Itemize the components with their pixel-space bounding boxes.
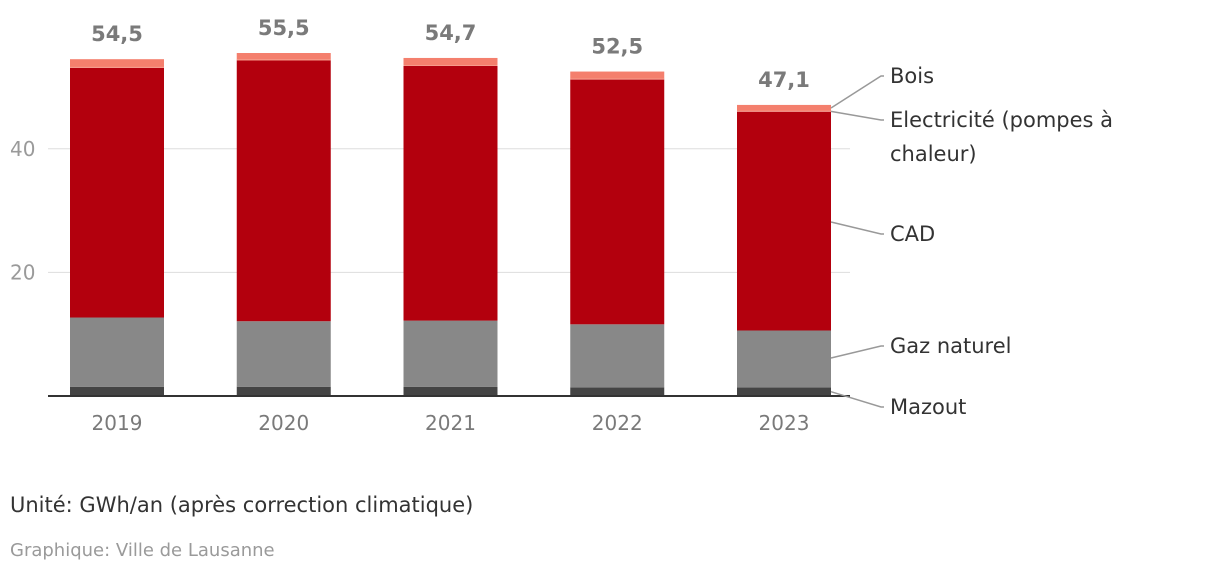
bar-segment-2022-0 — [570, 387, 665, 396]
x-tick-label: 2020 — [258, 411, 309, 435]
bar-segment-2021-0 — [403, 386, 498, 396]
x-tick-label: 2019 — [92, 411, 143, 435]
bar-segment-2021-4 — [403, 57, 498, 66]
bar-segment-2020-0 — [236, 386, 331, 396]
bar-segment-2019-1 — [70, 317, 164, 387]
bar-segment-2019-4 — [70, 59, 164, 68]
bar-segment-2020-4 — [236, 53, 331, 60]
total-label: 54,7 — [425, 21, 477, 45]
source-note: Graphique: Ville de Lausanne — [10, 540, 275, 561]
x-axis-ticks: 2019 2020 2021 2022 2023 — [92, 411, 810, 435]
bars — [70, 53, 831, 396]
bar-segment-2023-4 — [737, 104, 831, 112]
legend-leader-line — [830, 221, 884, 235]
legend-label: Bois — [890, 64, 934, 88]
total-label: 54,5 — [91, 22, 143, 46]
bar-segment-2021-1 — [403, 320, 498, 387]
total-label: 52,5 — [591, 35, 643, 59]
total-label: 47,1 — [758, 68, 810, 92]
bar-segment-2020-2 — [236, 60, 331, 322]
bar-segment-2020-1 — [236, 321, 331, 387]
legend-leader-line — [830, 390, 884, 408]
bar-segment-2022-4 — [570, 71, 665, 79]
bar-segment-2019-0 — [70, 386, 164, 396]
unit-note: Unité: GWh/an (après correction climatiq… — [10, 493, 474, 517]
bar-segment-2023-1 — [737, 330, 831, 388]
legend-leader-line — [830, 110, 884, 121]
legend-label: Gaz naturel — [890, 334, 1012, 358]
legend-leader-line — [830, 345, 884, 359]
bar-segment-2022-2 — [570, 79, 665, 325]
legend-label: Mazout — [890, 395, 966, 419]
total-labels: 54,5 55,5 54,7 52,5 47,1 — [91, 16, 810, 92]
bar-segment-2023-2 — [737, 111, 831, 331]
bar-segment-2021-2 — [403, 65, 498, 321]
legend-label: CAD — [890, 222, 935, 246]
bar-segment-2023-0 — [737, 387, 831, 396]
legend: Bois Electricité (pompes à chaleur) CAD Gaz … — [830, 64, 1113, 419]
y-tick-label: 20 — [10, 260, 35, 284]
x-tick-label: 2021 — [425, 411, 476, 435]
y-tick-label: 40 — [10, 137, 35, 161]
total-label: 55,5 — [258, 16, 310, 40]
bar-segment-2019-2 — [70, 67, 164, 318]
x-tick-label: 2022 — [592, 411, 643, 435]
legend-leader-line — [830, 75, 884, 109]
x-tick-label: 2023 — [759, 411, 810, 435]
legend-label: Electricité (pompes à chaleur) — [890, 108, 1113, 166]
bar-segment-2022-1 — [570, 324, 665, 388]
